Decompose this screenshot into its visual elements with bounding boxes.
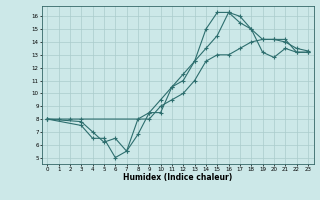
X-axis label: Humidex (Indice chaleur): Humidex (Indice chaleur)	[123, 173, 232, 182]
